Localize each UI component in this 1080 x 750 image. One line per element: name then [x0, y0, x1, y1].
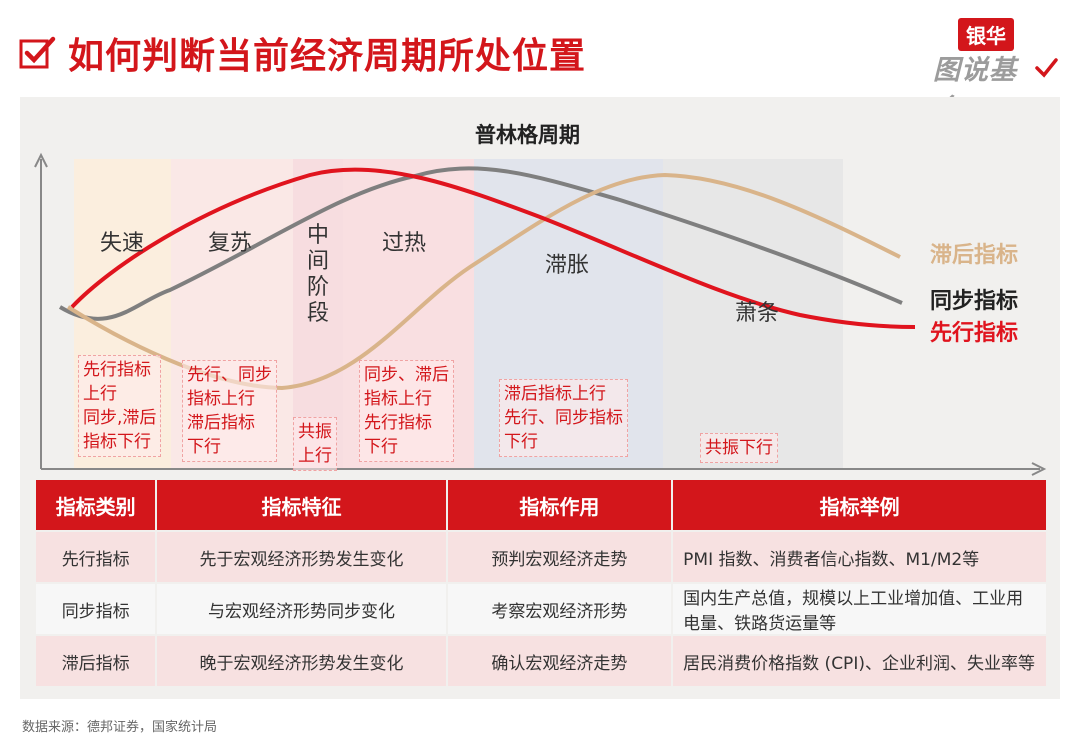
note-middle: 共振 上行 [293, 417, 337, 471]
table-cell: 考察宏观经济形势 [447, 584, 672, 634]
note-stagflation: 滞后指标上行 先行、同步指标 下行 [499, 379, 628, 457]
checkbox-check-icon [19, 36, 56, 69]
legend-leading: 先行指标 [930, 321, 1019, 346]
phase-band-depression [663, 159, 843, 469]
data-source-footnote: 数据来源：德邦证券，国家统计局 [22, 720, 218, 735]
table-cell: 与宏观经济形势同步变化 [157, 584, 446, 634]
y-axis-arrow [34, 152, 48, 168]
note-overheat: 同步、滞后 指标上行 先行指标 下行 [359, 360, 454, 462]
legend-coincident: 同步指标 [930, 289, 1019, 314]
phase-label-stall: 失速 [100, 231, 145, 256]
note-stall: 先行指标 上行 同步,滞后 指标下行 [78, 355, 162, 457]
note-recovery: 先行、同步 指标上行 滞后指标 下行 [182, 360, 277, 462]
phase-label-recovery: 复苏 [208, 231, 253, 256]
table-cell: 国内生产总值，规模以上工业增加值、工业用电量、铁路货运量等 [673, 584, 1046, 634]
table-cell: 同步指标 [36, 584, 156, 634]
diagram-title: 普林格周期 [475, 123, 580, 147]
table-cell: 先行指标 [36, 532, 156, 582]
phase-label-overheat: 过热 [382, 231, 427, 256]
indicator-table: 指标类别 指标特征 指标作用 指标举例 先行指标 先于宏观经济形势发生变化 预判… [34, 478, 1048, 688]
table-header-examples: 指标举例 [673, 480, 1046, 530]
leading-indicator-curve [70, 167, 916, 329]
page-header: 如何判断当前经济周期所处位置 [18, 28, 586, 78]
note-depression: 共振下行 [700, 433, 778, 463]
table-cell: 居民消费价格指数 (CPI)、企业利润、失业率等 [673, 636, 1046, 686]
table-cell: 确认宏观经济走势 [447, 636, 672, 686]
page-title: 如何判断当前经济周期所处位置 [68, 36, 587, 77]
table-cell: 晚于宏观经济形势发生变化 [157, 636, 446, 686]
table-header-role: 指标作用 [447, 480, 672, 530]
table-row: 同步指标 与宏观经济形势同步变化 考察宏观经济形势 国内生产总值，规模以上工业增… [36, 584, 1046, 634]
phase-label-middle: 中间阶段 [306, 223, 329, 326]
brand-check-icon [1035, 58, 1058, 78]
brand-logo: 银华 图说基金 [933, 18, 1058, 125]
table-row: 滞后指标 晚于宏观经济形势发生变化 确认宏观经济走势 居民消费价格指数 (CPI… [36, 636, 1046, 686]
table-cell: 先于宏观经济形势发生变化 [157, 532, 446, 582]
phase-label-depression: 萧条 [735, 301, 780, 326]
table-header-row: 指标类别 指标特征 指标作用 指标举例 [36, 480, 1046, 530]
table-row: 先行指标 先于宏观经济形势发生变化 预判宏观经济走势 PMI 指数、消费者信心指… [36, 532, 1046, 582]
table-cell: PMI 指数、消费者信心指数、M1/M2等 [673, 532, 1046, 582]
legend-lagging: 滞后指标 [930, 243, 1019, 268]
table-header-feature: 指标特征 [157, 480, 446, 530]
table-cell: 预判宏观经济走势 [447, 532, 672, 582]
table-header-category: 指标类别 [36, 480, 156, 530]
phase-label-stagflation: 滞胀 [545, 253, 590, 278]
coincident-indicator-curve [58, 166, 903, 321]
x-axis-arrow [1031, 462, 1047, 476]
table-cell: 滞后指标 [36, 636, 156, 686]
brand-top-text: 银华 [958, 18, 1014, 51]
